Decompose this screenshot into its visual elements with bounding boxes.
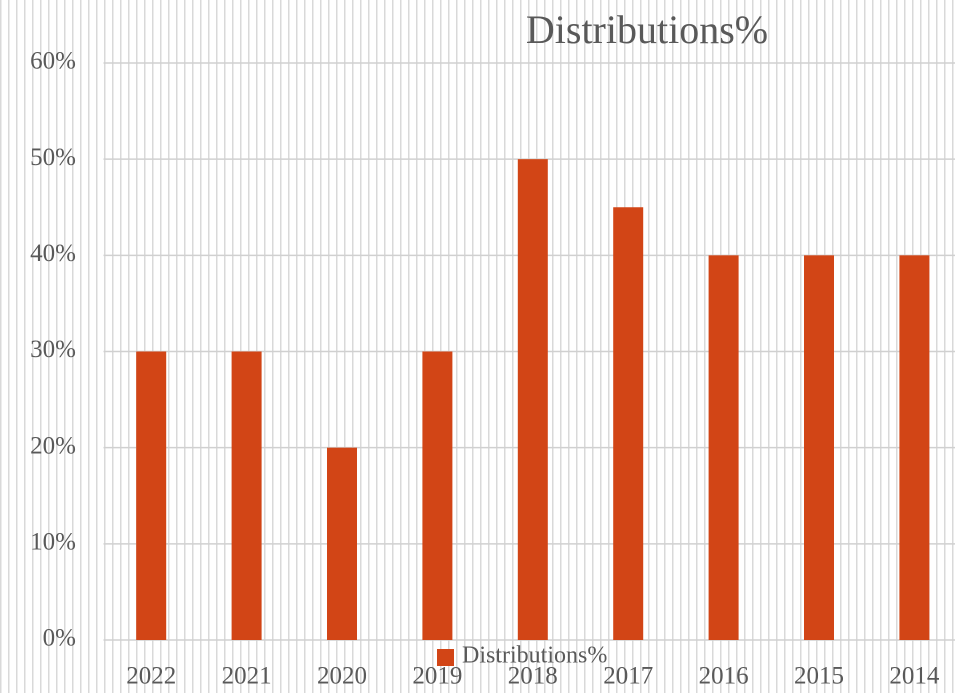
bar xyxy=(804,255,834,641)
y-tick-label: 10% xyxy=(30,529,76,556)
bar xyxy=(231,351,262,640)
y-tick-label: 50% xyxy=(30,144,76,171)
x-tick-label: 2020 xyxy=(317,663,367,690)
x-tick-label: 2018 xyxy=(508,663,558,690)
x-tick-label: 2014 xyxy=(889,663,940,690)
y-tick-label: 60% xyxy=(30,48,76,75)
x-tick-label: 2015 xyxy=(794,663,844,690)
bar xyxy=(899,255,930,641)
chart-title: Distributions% xyxy=(526,7,768,52)
legend-swatch xyxy=(437,649,454,666)
x-tick-label: 2017 xyxy=(603,663,653,690)
bar xyxy=(422,351,453,640)
bar xyxy=(136,351,167,640)
y-tick-label: 30% xyxy=(30,336,76,363)
y-tick-label: 20% xyxy=(30,432,76,459)
x-tick-label: 2016 xyxy=(699,663,749,690)
x-tick-label: 2021 xyxy=(222,663,272,690)
x-tick-label: 2019 xyxy=(412,663,462,690)
bar xyxy=(327,447,357,640)
bar xyxy=(517,159,548,640)
bar xyxy=(613,207,644,640)
y-tick-label: 40% xyxy=(30,240,76,267)
y-tick-label: 0% xyxy=(43,625,76,652)
legend-label: Distributions% xyxy=(462,643,607,669)
bar xyxy=(708,255,739,641)
x-tick-label: 2022 xyxy=(126,663,176,690)
